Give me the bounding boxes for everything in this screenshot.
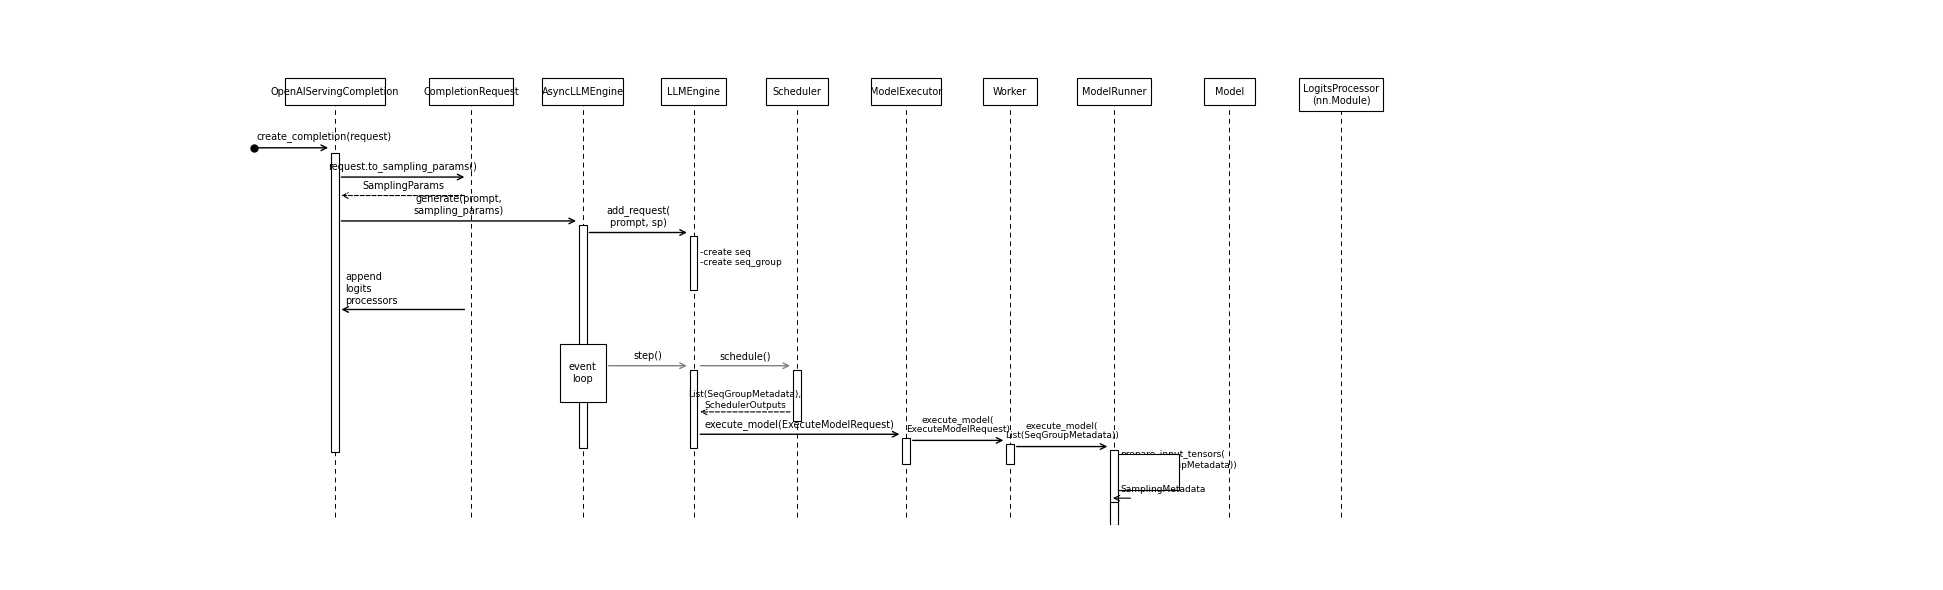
Bar bbox=[1109, 450, 1117, 517]
Bar bbox=[793, 369, 801, 421]
Bar bbox=[1205, 78, 1255, 106]
Text: ModelRunner: ModelRunner bbox=[1082, 87, 1146, 97]
Bar bbox=[690, 237, 698, 290]
Bar bbox=[542, 78, 624, 106]
Bar bbox=[766, 78, 828, 106]
Bar bbox=[1298, 78, 1383, 111]
Text: CompletionRequest: CompletionRequest bbox=[424, 87, 519, 97]
Text: execute_model(ExecuteModelRequest): execute_model(ExecuteModelRequest) bbox=[705, 419, 896, 430]
Bar bbox=[690, 369, 698, 448]
Bar bbox=[560, 344, 606, 402]
Bar bbox=[1078, 78, 1150, 106]
Text: event
loop: event loop bbox=[569, 362, 597, 384]
Text: ModelExecutor: ModelExecutor bbox=[870, 87, 942, 97]
Text: Scheduler: Scheduler bbox=[771, 87, 822, 97]
Bar bbox=[1117, 454, 1179, 490]
Text: Worker: Worker bbox=[993, 87, 1028, 97]
Text: LLMEngine: LLMEngine bbox=[666, 87, 721, 97]
Bar bbox=[330, 153, 338, 452]
Text: -create seq
-create seq_group: -create seq -create seq_group bbox=[699, 248, 781, 267]
Bar bbox=[902, 438, 909, 464]
Text: Model: Model bbox=[1214, 87, 1244, 97]
Bar bbox=[579, 225, 587, 448]
Bar bbox=[870, 78, 940, 106]
Text: execute_model(
ExecuteModelRequest): execute_model( ExecuteModelRequest) bbox=[905, 415, 1010, 434]
Text: generate(prompt,
sampling_params): generate(prompt, sampling_params) bbox=[414, 194, 503, 217]
Text: SamplingMetadata: SamplingMetadata bbox=[1121, 484, 1205, 493]
Text: append
logits
processors: append logits processors bbox=[346, 273, 398, 306]
Text: AsyncLLMEngine: AsyncLLMEngine bbox=[542, 87, 624, 97]
Text: prepare_input_tensors(
 List(SeqGroupMetadata)): prepare_input_tensors( List(SeqGroupMeta… bbox=[1121, 450, 1238, 470]
Bar bbox=[429, 78, 513, 106]
Text: SamplingParams: SamplingParams bbox=[361, 181, 443, 191]
Bar bbox=[1109, 502, 1117, 525]
Text: List(SeqGroupMetadata),
SchedulerOutputs: List(SeqGroupMetadata), SchedulerOutputs bbox=[688, 391, 802, 409]
Text: create_completion(request): create_completion(request) bbox=[256, 131, 392, 142]
Text: add_request(
prompt, sp): add_request( prompt, sp) bbox=[606, 205, 670, 228]
Bar bbox=[1006, 444, 1014, 464]
Text: step(): step() bbox=[633, 351, 663, 361]
Bar bbox=[661, 78, 727, 106]
Text: schedule(): schedule() bbox=[719, 351, 771, 361]
Text: LogitsProcessor
(nn.Module): LogitsProcessor (nn.Module) bbox=[1304, 84, 1380, 106]
Text: OpenAIServingCompletion: OpenAIServingCompletion bbox=[270, 87, 398, 97]
Text: request.to_sampling_params(): request.to_sampling_params() bbox=[328, 162, 478, 172]
Text: execute_model(
List(SeqGroupMetadata)): execute_model( List(SeqGroupMetadata)) bbox=[1005, 421, 1119, 440]
Bar bbox=[286, 78, 385, 106]
Bar bbox=[983, 78, 1038, 106]
